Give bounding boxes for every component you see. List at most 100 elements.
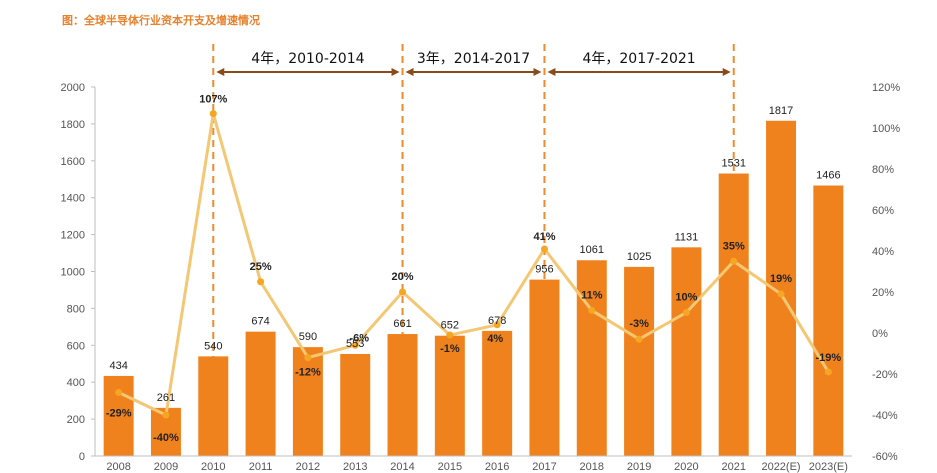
growth-point-2022(E) xyxy=(777,290,785,298)
y2-tick-label: -40% xyxy=(872,410,898,422)
bar-2020 xyxy=(671,247,702,456)
bar-2021 xyxy=(718,173,749,456)
growth-value-label: -19% xyxy=(816,352,842,364)
growth-value-label: -6% xyxy=(349,332,369,344)
x-tick-label: 2009 xyxy=(154,461,178,473)
bar-value-label: 1531 xyxy=(721,158,745,170)
y-tick-label: 600 xyxy=(67,340,85,352)
y-tick-label: 200 xyxy=(67,414,85,426)
bar-value-label: 540 xyxy=(204,340,222,352)
period-arrowhead-right xyxy=(722,68,731,76)
y2-tick-label: -20% xyxy=(872,369,898,381)
bar-value-label: 678 xyxy=(488,315,506,327)
growth-value-label: 41% xyxy=(533,231,555,243)
x-tick-label: 2017 xyxy=(532,461,556,473)
growth-value-label: 107% xyxy=(199,94,227,106)
growth-point-2010 xyxy=(209,110,217,118)
growth-point-2020 xyxy=(682,309,690,316)
growth-value-label: 11% xyxy=(581,289,603,301)
bar-value-label: 434 xyxy=(109,360,127,372)
bar-value-label: 1466 xyxy=(816,170,840,182)
x-tick-label: 2022(E) xyxy=(761,461,800,473)
growth-value-label: -1% xyxy=(440,343,460,355)
x-tick-label: 2015 xyxy=(438,461,462,473)
bar-value-label: 1025 xyxy=(627,251,651,263)
y-tick-label: 1800 xyxy=(61,119,85,131)
x-tick-label: 2018 xyxy=(580,461,604,473)
bar-value-label: 674 xyxy=(251,316,269,328)
growth-value-label: -40% xyxy=(153,432,179,444)
bar-2010 xyxy=(198,356,229,456)
bar-2016 xyxy=(482,330,513,456)
period-label: 3年，2014-2017 xyxy=(417,51,530,67)
y-tick-label: 1400 xyxy=(61,193,85,205)
y2-tick-label: 100% xyxy=(872,123,900,135)
growth-point-2016 xyxy=(493,321,501,329)
y-tick-label: 400 xyxy=(67,377,85,389)
y2-tick-label: 60% xyxy=(872,205,894,217)
growth-point-2008 xyxy=(115,388,123,396)
bar-value-label: 661 xyxy=(393,318,411,330)
y2-tick-label: 20% xyxy=(872,287,894,299)
bar-value-label: 652 xyxy=(441,320,459,332)
y-tick-label: 800 xyxy=(67,303,85,315)
growth-value-label: 35% xyxy=(723,240,745,252)
y-tick-label: 2000 xyxy=(61,82,85,94)
growth-value-label: 19% xyxy=(770,273,792,285)
growth-value-label: -29% xyxy=(106,407,132,419)
bar-value-label: 590 xyxy=(299,331,317,343)
bar-value-label: 1131 xyxy=(675,231,699,243)
growth-point-2017 xyxy=(540,245,548,253)
growth-value-label: 25% xyxy=(250,261,272,273)
growth-point-2023(E) xyxy=(824,368,832,376)
bar-value-label: 261 xyxy=(157,392,175,404)
bar-2014 xyxy=(387,334,418,456)
growth-point-2013 xyxy=(351,341,359,349)
bar-2019 xyxy=(624,266,655,456)
growth-line xyxy=(118,112,830,417)
x-tick-label: 2016 xyxy=(485,461,509,473)
bar-value-label: 553 xyxy=(346,338,364,350)
growth-value-label: 20% xyxy=(392,271,414,283)
y2-tick-label: -60% xyxy=(872,451,898,463)
growth-value-label: 4% xyxy=(487,333,503,345)
period-arrowhead-left xyxy=(216,68,225,76)
bar-2013 xyxy=(340,353,371,456)
growth-point-2009 xyxy=(162,411,170,419)
bar-2012 xyxy=(292,347,323,456)
y-tick-label: 1000 xyxy=(61,267,85,279)
growth-point-2014 xyxy=(399,288,407,296)
growth-point-2011 xyxy=(257,278,265,286)
x-tick-label: 2008 xyxy=(106,461,130,473)
period-arrowhead-right xyxy=(391,68,400,76)
x-tick-label: 2011 xyxy=(249,461,273,473)
period-label: 4年，2017-2021 xyxy=(582,51,695,67)
bar-value-label: 956 xyxy=(535,264,553,276)
y2-tick-label: 120% xyxy=(872,82,900,94)
x-tick-label: 2019 xyxy=(627,461,651,473)
chart-caption: 图：全球半导体行业资本开支及增速情况 xyxy=(62,14,260,27)
x-tick-label: 2012 xyxy=(296,461,320,473)
x-tick-label: 2013 xyxy=(343,461,367,473)
bar-2011 xyxy=(245,331,276,456)
y-tick-label: 0 xyxy=(79,451,85,463)
x-tick-label: 2023(E) xyxy=(809,461,848,473)
x-tick-label: 2020 xyxy=(674,461,698,473)
bar-2018 xyxy=(576,260,607,456)
bar-value-label: 1061 xyxy=(580,244,604,256)
growth-value-label: -12% xyxy=(295,367,321,379)
growth-point-2018 xyxy=(588,306,596,314)
period-arrowhead-left xyxy=(547,68,556,76)
x-tick-label: 2021 xyxy=(721,461,745,473)
y-tick-label: 1200 xyxy=(61,230,85,242)
period-label: 4年，2010-2014 xyxy=(251,51,364,67)
x-tick-label: 2010 xyxy=(201,461,225,473)
growth-point-2019 xyxy=(635,335,643,343)
growth-value-label: 10% xyxy=(675,292,697,304)
bar-2015 xyxy=(434,335,465,456)
growth-point-2021 xyxy=(730,257,738,265)
growth-value-label: -3% xyxy=(629,318,649,330)
period-arrowhead-right xyxy=(533,68,542,76)
y2-tick-label: 40% xyxy=(872,246,894,258)
